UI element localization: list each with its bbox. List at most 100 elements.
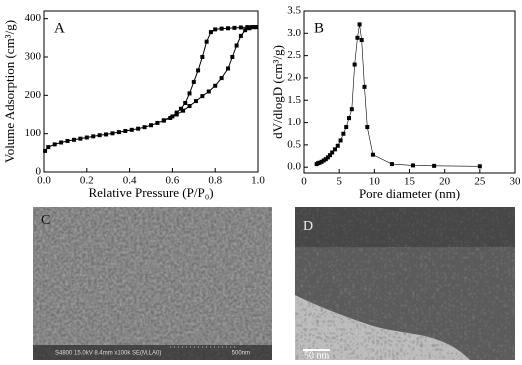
x-tick-label: 0.2: [80, 175, 94, 187]
x-tick-label: 15: [404, 176, 416, 188]
marker: [365, 125, 370, 130]
marker: [344, 125, 349, 130]
marker: [355, 35, 360, 40]
marker: [142, 125, 147, 130]
series-line: [44, 26, 256, 152]
x-tick-label: 0.4: [123, 175, 137, 187]
marker: [335, 143, 340, 148]
marker: [178, 106, 183, 111]
marker: [170, 114, 175, 119]
marker: [129, 127, 134, 132]
marker: [168, 115, 173, 120]
marker: [352, 62, 357, 67]
marker: [91, 134, 96, 139]
marker: [187, 91, 192, 96]
marker: [59, 140, 64, 145]
marker: [196, 68, 201, 73]
y-tick-label: 100: [25, 127, 42, 139]
marker: [362, 84, 367, 89]
y-tick-label: 3.5: [287, 5, 301, 17]
x-tick-label: 0.6: [166, 175, 180, 187]
marker: [206, 89, 211, 94]
sem-scale: 500nm: [232, 351, 250, 357]
panel-label: B: [314, 20, 324, 36]
marker: [200, 94, 205, 99]
marker: [181, 108, 186, 113]
marker: [183, 101, 188, 105]
marker: [347, 116, 352, 121]
marker: [321, 158, 326, 163]
x-tick-label: 30: [510, 176, 522, 188]
marker: [200, 55, 205, 59]
marker: [325, 155, 330, 160]
y-tick-label: 2.0: [287, 71, 301, 83]
y-tick-label: 2.5: [287, 49, 301, 61]
marker: [104, 132, 109, 137]
y-tick-label: 1.5: [287, 94, 301, 106]
y-tick-label: 0.0: [287, 161, 301, 173]
marker: [332, 147, 337, 152]
marker: [330, 150, 335, 155]
x-tick-label: 20: [439, 176, 451, 188]
marker: [477, 164, 482, 169]
marker: [219, 76, 224, 81]
panel-label: C: [41, 213, 50, 228]
marker: [46, 145, 51, 150]
x-axis-label: Relative Pressure (P/P₀): [88, 185, 213, 200]
marker: [97, 133, 102, 138]
marker: [226, 66, 231, 71]
marker: [213, 27, 218, 32]
marker: [161, 118, 166, 123]
y-axis-label: dV/dlogD (cm³/g): [270, 45, 285, 139]
marker: [317, 160, 322, 165]
y-tick-label: 300: [25, 51, 42, 63]
marker: [213, 83, 218, 88]
marker: [357, 22, 362, 27]
y-tick-label: 0: [36, 166, 42, 178]
marker: [204, 39, 209, 44]
panel-label: D: [303, 219, 313, 234]
marker: [238, 33, 243, 38]
series-line: [163, 26, 256, 121]
x-tick-label: 0: [301, 176, 307, 188]
marker: [370, 152, 375, 157]
x-tick-label: 1.0: [251, 175, 265, 187]
marker: [341, 131, 346, 136]
marker: [123, 128, 128, 133]
marker: [187, 104, 192, 109]
marker: [78, 136, 83, 141]
marker: [328, 153, 333, 158]
y-axis-label: Volume Adsorption (cm³/g): [2, 20, 17, 163]
y-tick-label: 400: [25, 12, 42, 24]
marker: [319, 159, 324, 164]
marker: [323, 157, 328, 162]
marker: [136, 126, 141, 131]
plot-frame: [43, 10, 259, 173]
marker: [110, 131, 115, 136]
marker: [71, 137, 76, 142]
tem-scale: 50 nm: [304, 350, 330, 361]
x-tick-label: 0.8: [208, 175, 222, 187]
marker: [232, 25, 237, 30]
x-tick-label: 5: [336, 176, 342, 188]
marker: [226, 26, 231, 31]
marker: [43, 148, 48, 153]
marker: [349, 107, 354, 112]
marker: [116, 130, 121, 135]
y-tick-label: 3.0: [287, 27, 301, 39]
y-tick-label: 0.5: [287, 138, 301, 150]
marker: [193, 99, 198, 104]
tem-image: 50 nm D: [295, 207, 515, 361]
marker: [208, 30, 213, 35]
marker: [65, 138, 70, 143]
panel-label: A: [54, 20, 65, 36]
x-tick-label: 0.0: [37, 175, 51, 187]
marker: [234, 43, 239, 48]
marker: [219, 26, 224, 31]
x-tick-label: 10: [369, 176, 381, 188]
marker: [149, 123, 153, 128]
marker: [411, 163, 416, 168]
x-tick-label: 25: [474, 176, 486, 188]
marker: [155, 120, 160, 125]
